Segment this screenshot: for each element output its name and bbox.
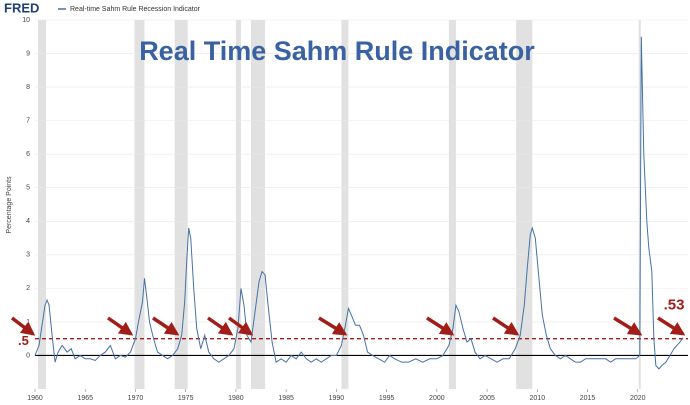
x-tick-label: 1965 <box>77 395 93 402</box>
x-tick-label: 1985 <box>278 395 294 402</box>
recession-band <box>250 20 266 389</box>
y-tick-label: 1 <box>26 319 30 326</box>
x-tick-label: 2005 <box>479 395 495 402</box>
x-tick-label: 1980 <box>228 395 244 402</box>
x-tick-label: 1975 <box>178 395 194 402</box>
recession-band <box>638 20 641 389</box>
arrow <box>152 316 180 336</box>
legend-label: Real-time Sahm Rule Recession Indicator <box>70 6 201 13</box>
recession-band <box>341 20 349 389</box>
x-tick-label: 2015 <box>580 395 596 402</box>
chart-title: Real Time Sahm Rule Indicator <box>139 36 535 66</box>
y-tick-label: 5 <box>26 185 30 192</box>
y-axis-label: Percentage Points <box>6 176 13 234</box>
y-tick-label: 0 <box>26 352 30 359</box>
y-tick-label: 2 <box>26 285 30 292</box>
series-line <box>34 36 684 370</box>
recession-band <box>38 20 47 389</box>
x-tick-label: 1970 <box>128 395 144 402</box>
x-tick-label: 1960 <box>27 395 43 402</box>
y-tick-label: 10 <box>22 17 30 24</box>
arrow <box>426 316 455 336</box>
arrows <box>10 316 686 336</box>
x-tick-label: 2010 <box>530 395 546 402</box>
latest-value-label: .53 <box>664 297 685 314</box>
arrow <box>492 316 520 336</box>
arrow <box>107 316 134 336</box>
x-tick-label: 1990 <box>329 395 345 402</box>
x-tick-label: 2020 <box>630 395 646 402</box>
y-tick-label: 9 <box>26 50 30 57</box>
recession-band <box>134 20 145 389</box>
arrow <box>318 316 348 336</box>
recession-band <box>235 20 241 389</box>
arrow <box>227 316 254 336</box>
y-tick-label: 7 <box>26 117 30 124</box>
recession-band <box>448 20 456 389</box>
arrow <box>657 316 686 336</box>
logo: FRED <box>4 0 39 15</box>
x-tick-label: 2000 <box>429 395 445 402</box>
x-tick-label: 1995 <box>379 395 395 402</box>
arrow <box>10 316 36 336</box>
y-tick-label: 8 <box>26 84 30 91</box>
arrow <box>613 316 643 336</box>
arrow <box>207 316 234 336</box>
y-tick-label: 6 <box>26 151 30 158</box>
recession-band <box>174 20 188 389</box>
y-tick-label: 3 <box>26 252 30 259</box>
y-tick-label: 4 <box>26 218 30 225</box>
plot-area: 0 1 2 3 4 5 6 7 8 9 10 1960 1965 1970 1975 1980 1985 1990… <box>22 17 688 402</box>
recession-band <box>516 20 533 389</box>
reference-label: .5 <box>18 333 29 348</box>
